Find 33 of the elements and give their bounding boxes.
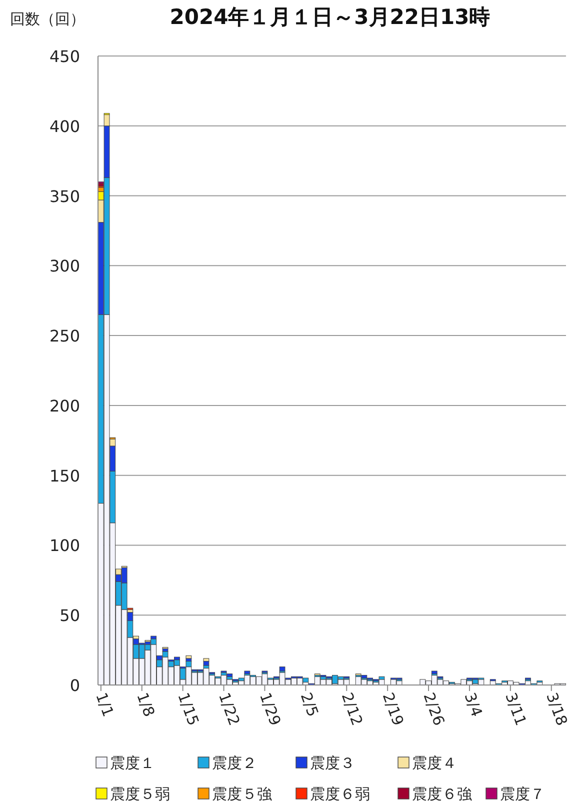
legend-label: 震度６強 (412, 785, 472, 803)
y-tick-label: 350 (49, 186, 80, 206)
y-tick-label: 250 (49, 326, 80, 346)
x-tick-label: 1/22 (215, 690, 244, 728)
legend-label: 震度７ (500, 785, 545, 803)
y-tick-label: 0 (70, 676, 80, 695)
legend-label: 震度６弱 (310, 785, 370, 803)
legend-label: 震度５弱 (110, 785, 170, 803)
y-tick-label: 50 (60, 606, 80, 626)
legend-label: 震度２ (212, 754, 257, 772)
y-axis-title: 回数（回） (10, 10, 85, 28)
x-tick-label: 2/12 (338, 690, 366, 728)
x-tick-label: 1/15 (174, 690, 203, 728)
legend-label: 震度４ (412, 754, 457, 772)
legend-label: 震度３ (310, 754, 355, 772)
y-tick-label: 100 (49, 536, 80, 556)
y-tick-label: 450 (49, 47, 80, 66)
chart-title: 2024年１月１日～3月22日13時 (170, 5, 490, 29)
y-tick-label: 300 (49, 256, 80, 276)
x-tick-label: 1/8 (133, 690, 158, 720)
x-tick-label: 2/5 (296, 690, 322, 720)
x-tick-label: 2/19 (378, 690, 408, 728)
y-tick-label: 150 (49, 466, 80, 486)
y-tick-label: 200 (49, 396, 80, 416)
x-tick-label: 3/11 (502, 690, 530, 728)
x-tick-label: 3/4 (460, 690, 486, 720)
x-tick-label: 2/26 (420, 690, 448, 728)
x-tick-label: 1/29 (256, 690, 284, 728)
legend-label: 震度５強 (212, 785, 272, 803)
legend-label: 震度１ (110, 754, 155, 772)
x-tick-label: 3/18 (542, 690, 568, 728)
y-tick-label: 400 (49, 116, 80, 136)
x-tick-label: 1/1 (92, 690, 118, 720)
